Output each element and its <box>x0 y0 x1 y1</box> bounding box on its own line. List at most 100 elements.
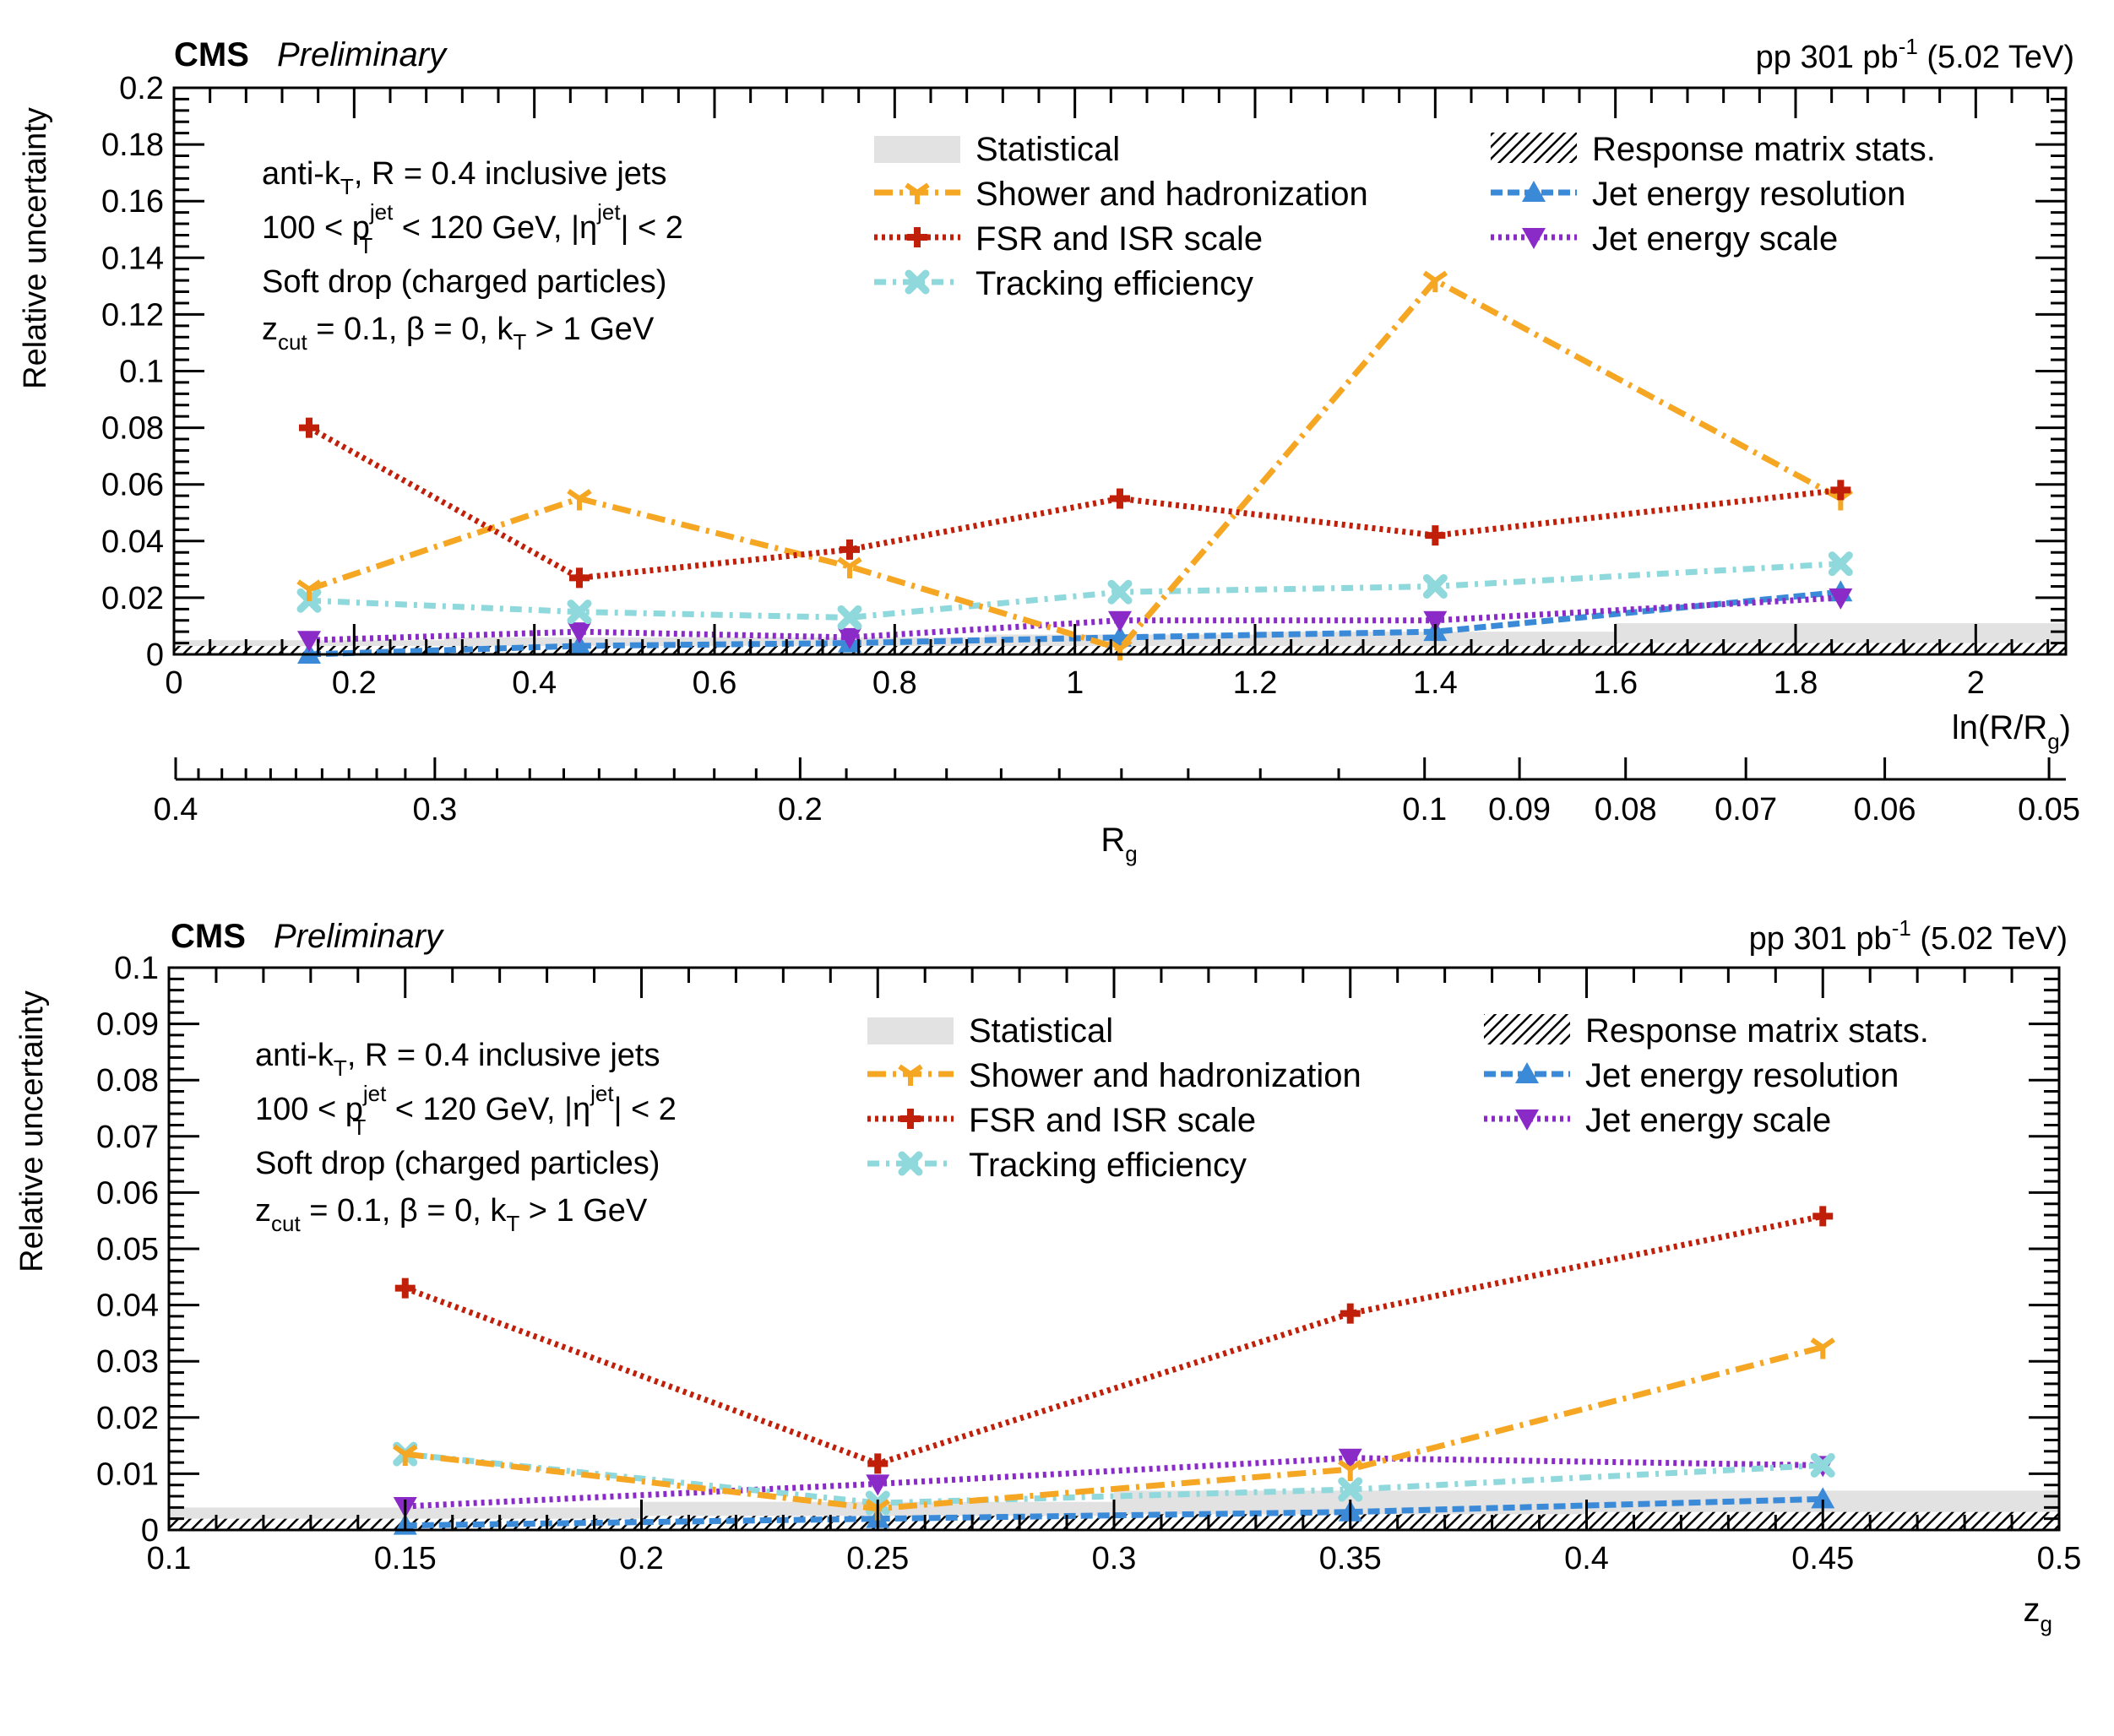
series-line-shower <box>405 1344 1824 1512</box>
y-tick-label: 0.04 <box>96 1288 159 1324</box>
legend-marker-jer <box>1515 1062 1539 1083</box>
x-tick-label: 1.2 <box>1233 665 1278 701</box>
lumi-label: pp 301 pb-1 (5.02 TeV) <box>1749 915 2068 957</box>
y-axis-label: Relative uncertainty <box>18 107 53 389</box>
x-tick-label: 1.6 <box>1593 665 1638 701</box>
x-tick-label: 0.2 <box>332 665 377 701</box>
legend-tracking-swatch <box>867 1151 954 1176</box>
info-line-3: Soft drop (charged particles) <box>255 1146 660 1181</box>
y-tick-label: 0.06 <box>101 468 164 503</box>
data-point-shower <box>567 489 592 511</box>
y-tick-label: 0.1 <box>119 355 164 390</box>
y-tick-label: 0.01 <box>96 1457 159 1492</box>
info-line-1: anti-kT, R = 0.4 inclusive jets <box>255 1038 660 1081</box>
x-tick-label: 0.2 <box>619 1541 664 1576</box>
x-tick-label: 0.45 <box>1791 1541 1854 1576</box>
legend-marker-shower-b <box>905 182 919 195</box>
info-line-4: zcut = 0.1, β = 0, kT > 1 GeV <box>255 1193 648 1236</box>
y-tick-label: 0.16 <box>101 184 164 220</box>
y-tick-label: 0.02 <box>101 581 164 616</box>
series-line-fsr <box>404 1212 1823 1467</box>
response-matrix-bin <box>1615 643 2066 654</box>
x-tick-label: 1.4 <box>1413 665 1458 701</box>
x-tick-label: 1 <box>1066 665 1084 701</box>
x-tick-label: 0.4 <box>512 665 557 701</box>
y-tick-label: 0.08 <box>101 411 164 447</box>
secondary-axis-rg: 0.4 0.3 0.2 0.1 0.09 0.08 0.07 0.06 0.05 <box>154 757 2080 827</box>
y-tick-label: 0.2 <box>119 71 164 106</box>
data-point-fsr <box>1340 1303 1361 1324</box>
data-point-shower <box>837 556 862 578</box>
legend-tracking: Tracking efficiency <box>975 265 1253 302</box>
data-point-tracking <box>1338 1477 1363 1502</box>
legend-marker-shower <box>905 182 930 204</box>
preliminary-label: Preliminary <box>274 918 445 955</box>
data-point-shower-b <box>393 1444 407 1457</box>
data-point-jes <box>838 627 861 649</box>
data-point-tracking-b <box>1107 579 1133 605</box>
legend-marker-tracking <box>898 1151 923 1176</box>
data-point-fsr <box>394 1278 416 1299</box>
data-point-shower-c <box>578 489 592 501</box>
y-tick-label: 0.08 <box>96 1063 159 1099</box>
data-point-shower-b <box>567 489 581 501</box>
legend-fsr-swatch <box>867 1109 954 1129</box>
x-tick-label: 0.5 <box>2037 1541 2082 1576</box>
data-point-shower-b <box>1810 1337 1824 1350</box>
data-point-fsr <box>867 1453 889 1474</box>
legend-bottom: Statistical Shower and hadronization FSR… <box>867 1012 1929 1184</box>
data-point-tracking-b <box>1338 1477 1363 1502</box>
data-point-tracking-b <box>1828 551 1853 577</box>
data-point-shower-c <box>1433 270 1448 283</box>
legend-marker-shower-c <box>916 182 930 195</box>
legend-jes: Jet energy scale <box>1592 220 1838 258</box>
data-point-shower <box>1338 1459 1363 1482</box>
panel-top: CMS Preliminary pp 301 pb-1 (5.02 TeV) 0… <box>18 34 2080 866</box>
data-point-shower <box>1422 270 1448 293</box>
info-text: anti-kT, R = 0.4 inclusive jets 100 < pj… <box>262 156 683 355</box>
data-point-shower-b <box>837 556 851 569</box>
x-axis-label: ln(R/Rg) <box>1952 709 2071 754</box>
data-point-jer <box>1811 1487 1835 1509</box>
legend-tracking-swatch <box>874 269 960 295</box>
data-point-jes <box>297 631 321 653</box>
legend-statistical-swatch <box>867 1017 954 1044</box>
x-tick-label: 0.1 <box>147 1541 192 1576</box>
data-point-tracking-b <box>837 605 862 630</box>
legend-shower-swatch <box>867 1064 954 1086</box>
legend-fsr: FSR and ISR scale <box>975 220 1263 258</box>
data-point-jer <box>568 633 591 655</box>
panel-bottom: CMS Preliminary pp 301 pb-1 (5.02 TeV) 0… <box>14 915 2081 1636</box>
legend-marker-jes <box>1515 1109 1539 1131</box>
secondary-axis-tick-label: 0.2 <box>778 792 823 827</box>
x-tick-label: 1.8 <box>1774 665 1818 701</box>
x-axis-label: zg <box>2024 1592 2052 1636</box>
data-point-jes <box>1423 610 1448 632</box>
legend-statistical: Statistical <box>975 131 1120 168</box>
y-tick-label: 0.14 <box>101 241 164 276</box>
y-tick-label: 0.05 <box>96 1232 159 1267</box>
data-point-fsr <box>299 417 319 438</box>
legend-jer-swatch <box>1484 1062 1570 1083</box>
legend-jes: Jet energy scale <box>1585 1102 1831 1139</box>
y-tick-label: 0.12 <box>101 297 164 333</box>
data-point-shower-b <box>865 1499 879 1511</box>
y-tick-label: 0.1 <box>114 951 159 986</box>
secondary-axis-tick-label: 0.4 <box>154 792 198 827</box>
x-tick-label: 0.8 <box>872 665 917 701</box>
data-point-tracking <box>567 599 592 625</box>
data-point-shower <box>393 1444 418 1467</box>
x-tick-label: 0.15 <box>374 1541 437 1576</box>
legend-jes-swatch <box>1491 228 1577 249</box>
data-point-tracking <box>1810 1452 1835 1478</box>
data-point-shower-c <box>1118 638 1133 651</box>
info-text: anti-kT, R = 0.4 inclusive jets 100 < pj… <box>255 1038 677 1236</box>
data-point-fsr <box>1110 488 1130 509</box>
info-line-1: anti-kT, R = 0.4 inclusive jets <box>262 156 666 199</box>
data-point-fsr <box>1830 480 1851 501</box>
legend-marker-shower-c <box>909 1064 923 1077</box>
legend-statistical-swatch <box>874 136 960 163</box>
secondary-axis-tick-label: 0.05 <box>2018 792 2080 827</box>
x-tick-label: 0.25 <box>846 1541 909 1576</box>
cms-label: CMS <box>171 918 246 955</box>
